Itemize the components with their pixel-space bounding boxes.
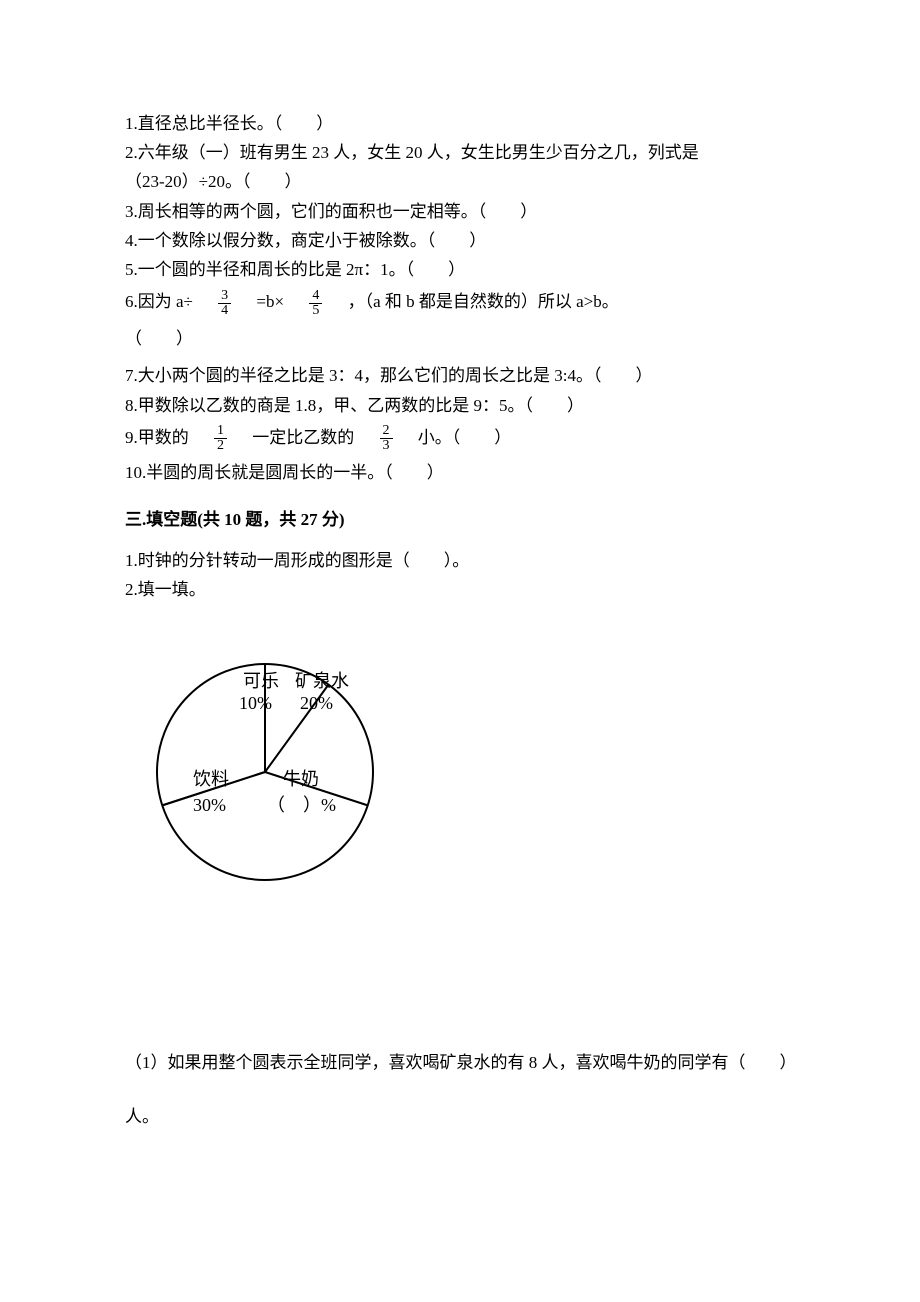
svg-text:牛奶: 牛奶 (283, 769, 319, 789)
svg-text:10%: 10% (239, 693, 272, 713)
tf-q8: 8.甲数除以乙数的商是 1.8，甲、乙两数的比是 9：5。（ ） (125, 392, 795, 419)
tf-q3: 3.周长相等的两个圆，它们的面积也一定相等。（ ） (125, 198, 795, 225)
fraction-numerator: 2 (380, 424, 393, 439)
fraction-numerator: 3 (218, 289, 231, 304)
tf-q6c: ，（a 和 b 都是自然数的）所以 a>b。 (331, 292, 619, 311)
fraction-icon: 1 2 (214, 424, 227, 453)
fraction-icon: 3 4 (218, 289, 231, 318)
fraction-icon: 4 5 (309, 289, 322, 318)
svg-text:30%: 30% (193, 795, 226, 815)
pie-chart-svg: 可乐10% 矿泉水20% 牛奶 （ ）% 饮料 30% (135, 627, 415, 917)
tf-q4: 4.一个数除以假分数，商定小于被除数。（ ） (125, 227, 795, 254)
tf-q9c: 小。（ ） (401, 428, 512, 447)
svg-text:可乐: 可乐 (243, 671, 279, 691)
fill-q2: 2.填一填。 (125, 576, 795, 603)
fraction-denominator: 4 (218, 304, 231, 318)
fill-q2-sub1: （1）如果用整个圆表示全班同学，喜欢喝矿泉水的有 8 人，喜欢喝牛奶的同学有（ … (125, 1036, 795, 1145)
fill-q1: 1.时钟的分针转动一周形成的图形是（ ）。 (125, 547, 795, 574)
tf-q9a: 9.甲数的 (125, 428, 206, 447)
tf-q7: 7.大小两个圆的半径之比是 3：4，那么它们的周长之比是 3:4。（ ） (125, 362, 795, 389)
fraction-numerator: 4 (309, 289, 322, 304)
svg-text:饮料: 饮料 (193, 769, 229, 789)
fraction-icon: 2 3 (380, 424, 393, 453)
tf-q5: 5.一个圆的半径和周长的比是 2π：1。（ ） (125, 256, 795, 283)
pie-chart: 可乐10% 矿泉水20% 牛奶 （ ）% 饮料 30% (135, 627, 795, 925)
fraction-denominator: 3 (380, 439, 393, 453)
tf-q6a: 6.因为 a÷ (125, 292, 210, 311)
tf-q6d: （ ） (125, 325, 795, 352)
tf-q6: 6.因为 a÷ 3 4 =b× 4 5 ，（a 和 b 都是自然数的）所以 a>… (125, 285, 795, 319)
tf-q10: 10.半圆的周长就是圆周长的一半。（ ） (125, 459, 795, 486)
tf-q2a: 2.六年级（一）班有男生 23 人，女生 20 人，女生比男生少百分之几，列式是 (125, 139, 795, 166)
tf-q9b: 一定比乙数的 (235, 428, 371, 447)
svg-text:20%: 20% (300, 693, 333, 713)
tf-q6b: =b× (239, 292, 301, 311)
fraction-numerator: 1 (214, 424, 227, 439)
svg-text:矿泉水: 矿泉水 (295, 671, 349, 691)
fraction-denominator: 2 (214, 439, 227, 453)
section3-header: 三.填空题(共 10 题，共 27 分) (125, 506, 795, 533)
svg-text:（ ）%: （ ）% (267, 795, 336, 815)
tf-q2b: （23-20）÷20。（ ） (125, 168, 795, 195)
tf-q9: 9.甲数的 1 2 一定比乙数的 2 3 小。（ ） (125, 421, 795, 455)
tf-q1: 1.直径总比半径长。（ ） (125, 110, 795, 137)
fraction-denominator: 5 (309, 304, 322, 318)
